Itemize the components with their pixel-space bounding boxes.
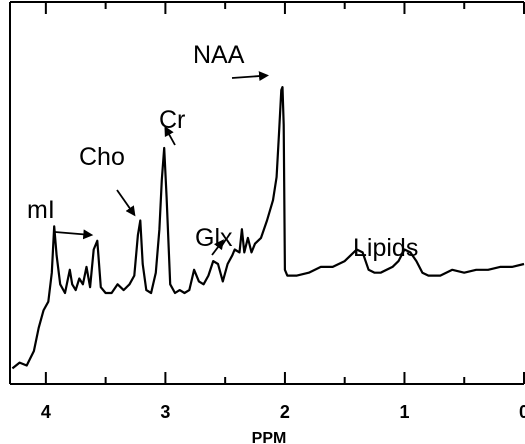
peak-label-cho: Cho — [79, 143, 125, 171]
x-tick-labels: 4 3 2 1 0 — [41, 402, 525, 422]
annotation-arrow — [211, 239, 224, 256]
spectrum-line — [11, 86, 525, 370]
annotation-arrow — [54, 229, 94, 240]
x-tick-label: 1 — [399, 402, 409, 422]
x-tick-label: 2 — [280, 402, 290, 422]
x-tick-label: 4 — [41, 402, 51, 422]
annotation-labels: mI Cho Cr Glx NAA Lipids — [27, 41, 418, 262]
peak-label-lipids: Lipids — [353, 234, 418, 262]
plot-frame — [9, 1, 524, 385]
x-tick-label: 3 — [160, 402, 170, 422]
annotation-arrows — [54, 71, 269, 256]
peak-label-mi: mI — [27, 196, 55, 224]
peak-label-cr: Cr — [159, 106, 185, 134]
peak-label-glx: Glx — [195, 224, 233, 252]
x-tick-label: 0 — [519, 402, 525, 422]
annotation-arrow — [164, 125, 176, 146]
annotation-arrow — [231, 71, 269, 82]
x-axis-title: PPM — [252, 430, 287, 444]
peak-label-naa: NAA — [193, 41, 245, 69]
annotation-arrow — [116, 189, 136, 217]
x-axis-ticks — [44, 2, 525, 384]
